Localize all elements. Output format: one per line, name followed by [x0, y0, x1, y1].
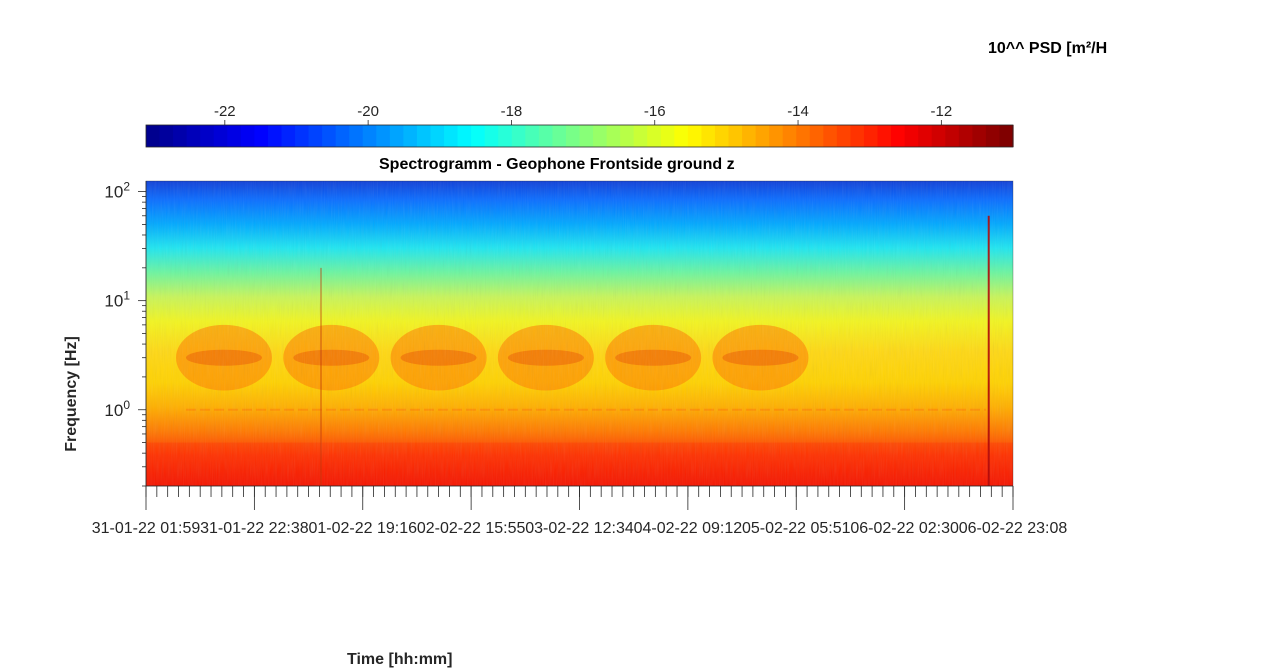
colorbar-segment [918, 125, 933, 147]
colorbar-segment [728, 125, 743, 147]
x-tick-label: 02-02-22 15:55 [417, 520, 526, 537]
x-axis-label: Time [hh:mm] [347, 651, 453, 668]
x-tick-label: 05-02-22 05:51 [742, 520, 851, 537]
colorbar-frame [145, 124, 1014, 148]
colorbar-segment [471, 125, 486, 147]
colorbar-segment [457, 125, 472, 147]
colorbar-segment [891, 125, 906, 147]
colorbar-segment [633, 125, 648, 147]
x-tick-label: 03-02-22 12:34 [525, 520, 634, 537]
colorbar-segment [836, 125, 852, 147]
colorbar-segment [972, 125, 987, 147]
colorbar-segment [565, 125, 581, 147]
colorbar-segment [620, 125, 635, 147]
colorbar-segment [213, 125, 228, 147]
colorbar-segment [146, 125, 161, 147]
colorbar-label: 10^^ PSD [m²/H [988, 40, 1108, 57]
colorbar-segment [159, 125, 174, 147]
colorbar-segment [687, 125, 703, 147]
y-tick-label: 102 [104, 180, 130, 202]
colorbar-segment [240, 125, 255, 147]
colorbar-segment [742, 125, 757, 147]
colorbar-segment [904, 125, 919, 147]
colorbar-segment [322, 125, 337, 147]
x-tick-label: 31-01-22 01:59 [92, 520, 201, 537]
colorbar-segment [999, 125, 1014, 147]
colorbar-segment [403, 125, 418, 147]
colorbar-segment [877, 125, 892, 147]
colorbar-segment [389, 125, 404, 147]
x-tick-label: 31-01-22 22:38 [200, 520, 309, 537]
colorbar-segment [945, 125, 960, 147]
colorbar-segment [349, 125, 364, 147]
colorbar-segment [416, 125, 432, 147]
colorbar-segment [755, 125, 770, 147]
colorbar-segment [552, 125, 567, 147]
colorbar-segment [796, 125, 811, 147]
spectrogram-image [146, 181, 1013, 486]
colorbar-segment [295, 125, 310, 147]
colorbar-segment [308, 125, 323, 147]
colorbar-segment [430, 125, 445, 147]
colorbar-segment [701, 125, 716, 147]
colorbar-segment [444, 125, 459, 147]
colorbar-segment [660, 125, 675, 147]
x-tick-label: 04-02-22 09:12 [634, 520, 743, 537]
colorbar-segment [593, 125, 608, 147]
colorbar-segment [674, 125, 689, 147]
colorbar-segment [647, 125, 662, 147]
colorbar-segment [579, 125, 594, 147]
x-axis: 31-01-22 01:59 31-01-22 22:38 01-02-22 19:… [92, 485, 1068, 537]
colorbar-segment [173, 125, 188, 147]
colorbar-segment [498, 125, 513, 147]
x-tick-label: 01-02-22 19:16 [308, 520, 417, 537]
colorbar-tick-label: -18 [501, 103, 523, 120]
colorbar-tick-label: -12 [931, 103, 953, 120]
x-tick-label: 06-02-22 23:08 [959, 520, 1068, 537]
colorbar-segment [200, 125, 215, 147]
colorbar-segment [484, 125, 499, 147]
colorbar-segment [362, 125, 377, 147]
colorbar-segment [335, 125, 350, 147]
colorbar-tick-label: -20 [357, 103, 379, 120]
y-axis: 100 101 102 [104, 180, 147, 487]
colorbar-segment [809, 125, 824, 147]
colorbar-segment [850, 125, 865, 147]
colorbar-segment [281, 125, 296, 147]
colorbar-segment [186, 125, 201, 147]
colorbar-segment [606, 125, 621, 147]
colorbar-segment [714, 125, 730, 147]
colorbar-segment [931, 125, 946, 147]
colorbar-segment [376, 125, 391, 147]
colorbar-tick-label: -14 [787, 103, 809, 120]
colorbar-segment [267, 125, 283, 147]
colorbar-segment [254, 125, 269, 147]
colorbar-segment [538, 125, 554, 147]
colorbar-segment [863, 125, 879, 147]
colorbar-segment [227, 125, 242, 147]
y-tick-label: 100 [104, 398, 130, 420]
colorbar-segment [985, 125, 1001, 147]
colorbar: -22 -20 -18 -16 -14 -12 [145, 103, 1014, 148]
colorbar-tick-label: -16 [644, 103, 666, 120]
colorbar-segment [823, 125, 838, 147]
chart-title: Spectrogramm - Geophone Frontside ground… [379, 156, 735, 173]
y-tick-label: 101 [104, 289, 130, 311]
colorbar-tick-label: -22 [214, 103, 236, 120]
colorbar-segment [525, 125, 540, 147]
colorbar-segment [958, 125, 973, 147]
colorbar-segment [782, 125, 797, 147]
x-tick-label: 06-02-22 02:30 [850, 520, 959, 537]
y-axis-label: Frequency [Hz] [63, 336, 80, 452]
colorbar-segment [769, 125, 784, 147]
colorbar-segment [511, 125, 526, 147]
